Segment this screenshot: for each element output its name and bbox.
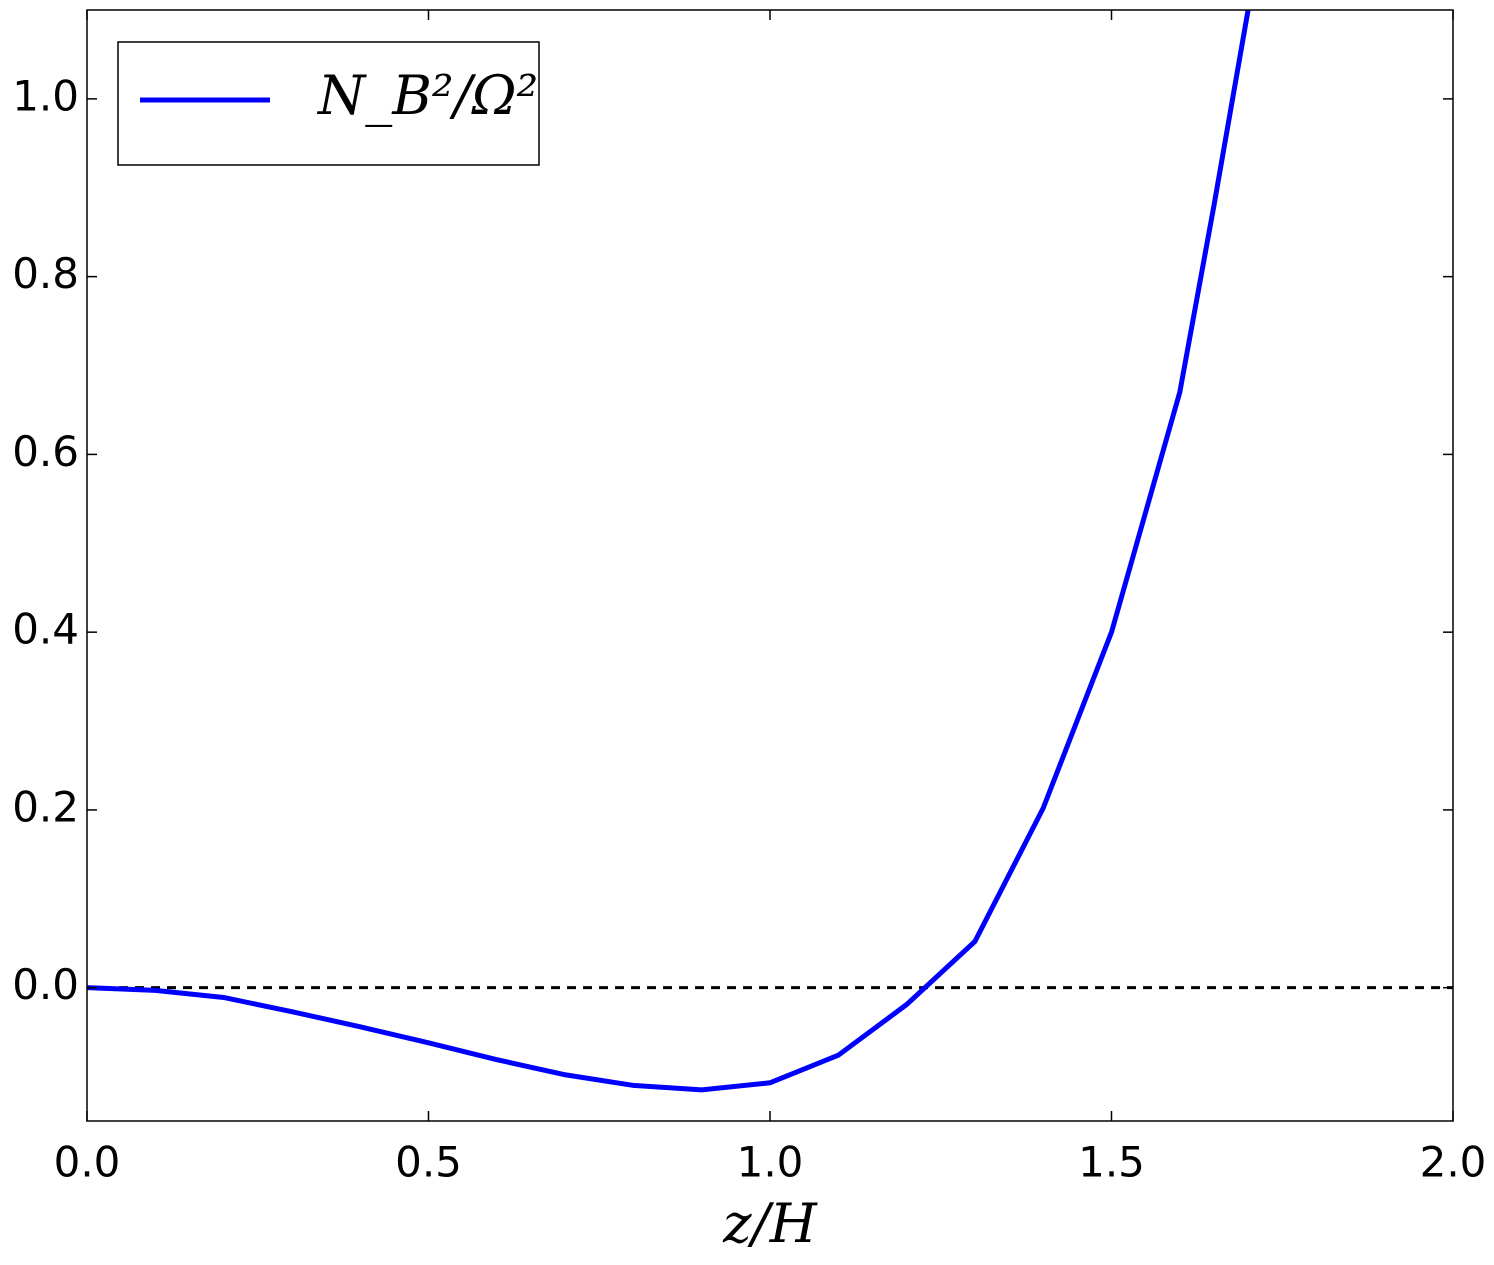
y-tick-label: 0.4 xyxy=(12,605,79,654)
x-axis-label: z/H xyxy=(722,1192,818,1255)
x-tick-label: 1.0 xyxy=(737,1138,804,1187)
legend-label: N_B²/Ω² xyxy=(316,64,538,127)
y-tick-label: 0.6 xyxy=(12,427,79,476)
x-tick-label: 2.0 xyxy=(1420,1138,1487,1187)
y-tick-label: 0.2 xyxy=(12,782,79,831)
legend-box xyxy=(117,41,540,166)
y-tick-label: 0.8 xyxy=(12,249,79,298)
x-tick-label: 0.0 xyxy=(54,1138,121,1187)
y-tick-label: 1.0 xyxy=(12,71,79,120)
data-line xyxy=(87,10,1251,1093)
x-tick-label: 0.5 xyxy=(395,1138,462,1187)
x-tick-label: 1.5 xyxy=(1078,1138,1145,1187)
legend: N_B²/Ω² xyxy=(117,41,540,166)
plot-frame xyxy=(86,9,1454,1122)
y-tick-label: 0.0 xyxy=(12,960,79,1009)
